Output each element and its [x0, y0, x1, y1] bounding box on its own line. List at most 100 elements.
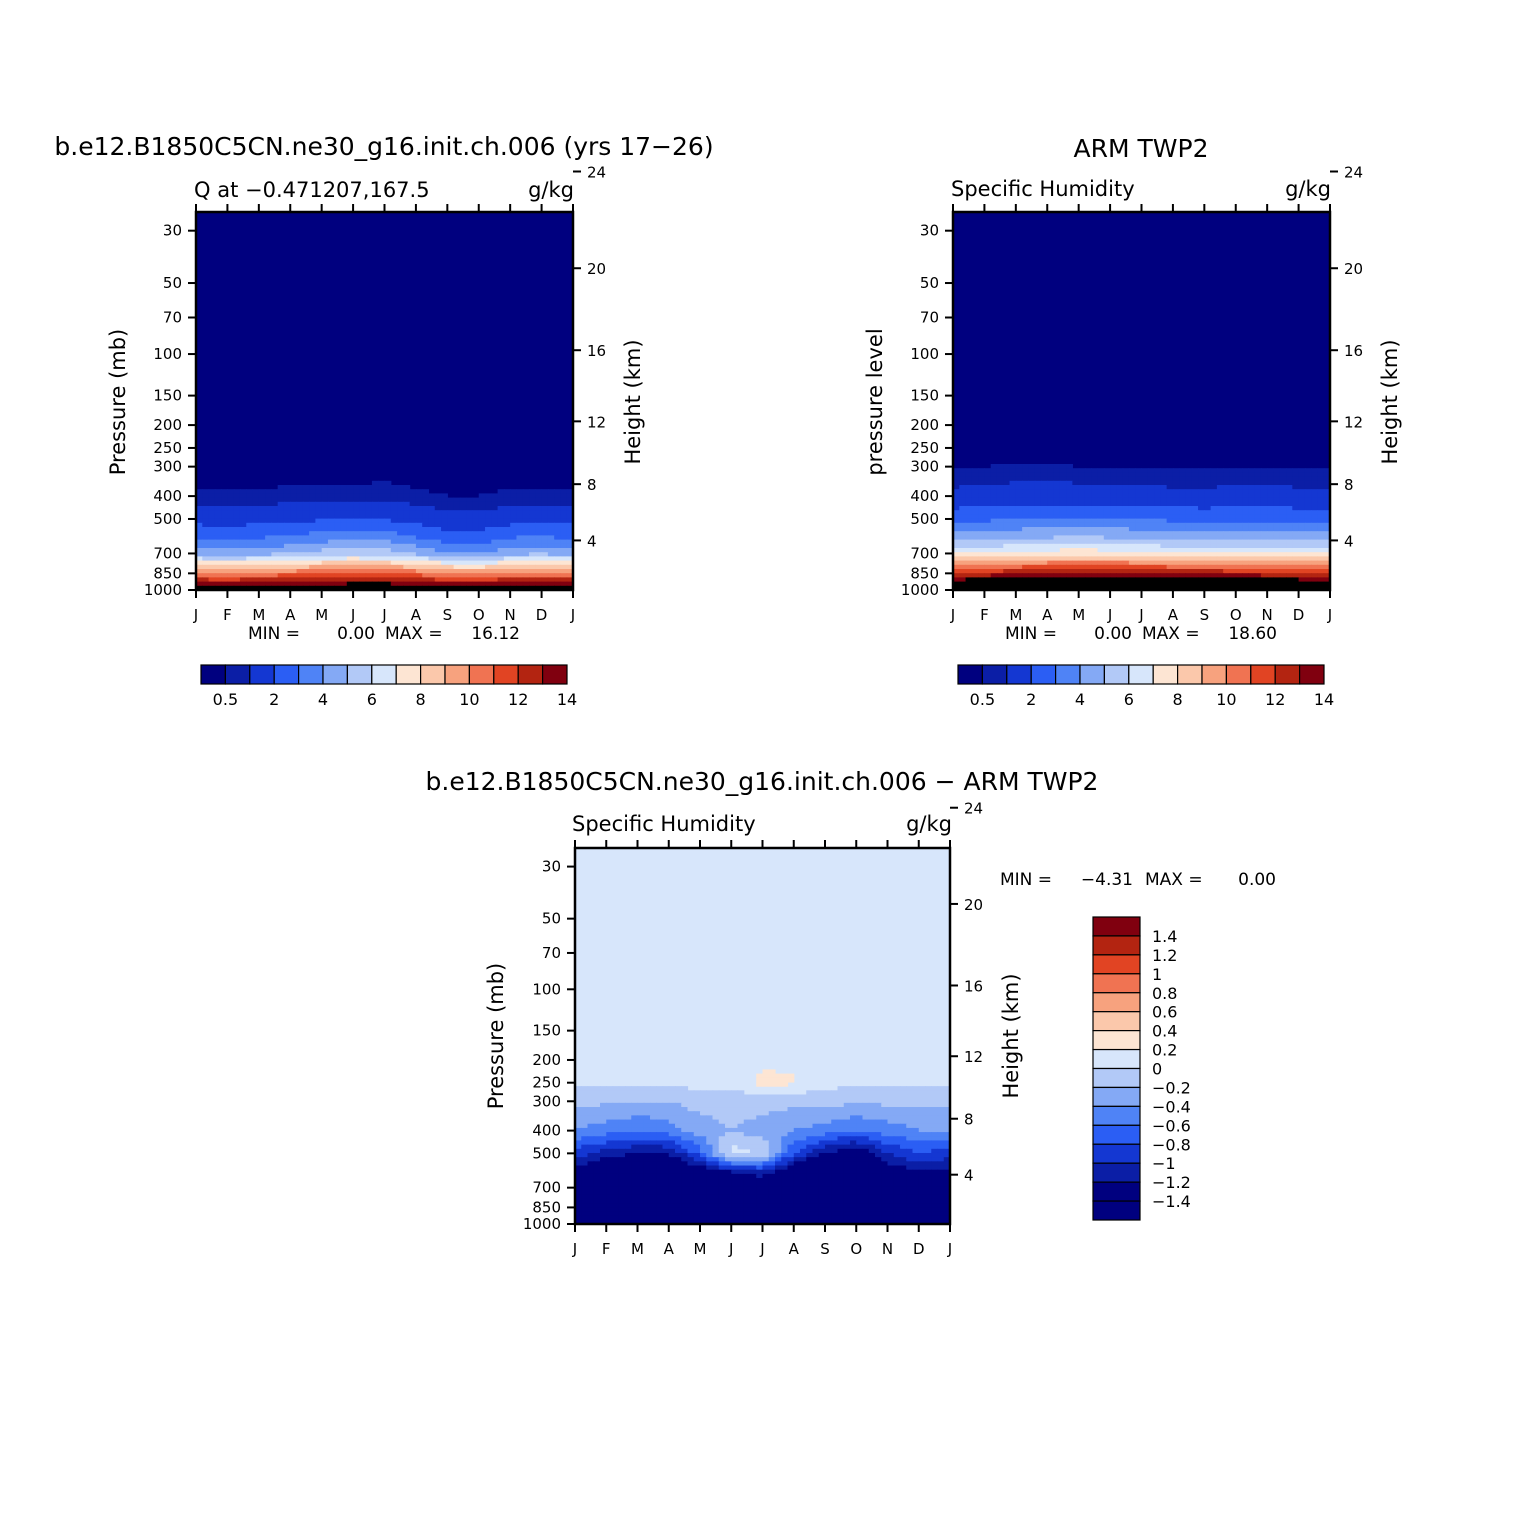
- contour-cell: [606, 1136, 614, 1142]
- contour-cell: [618, 1090, 626, 1096]
- contour-cell: [712, 1152, 720, 1158]
- contour-cell: [662, 1107, 670, 1112]
- contour-cell: [675, 1132, 682, 1137]
- contour-cell: [906, 1086, 914, 1091]
- contour-cell: [831, 1132, 839, 1137]
- contour-cell: [535, 489, 543, 494]
- contour-cell: [221, 506, 229, 511]
- contour-cell: [529, 560, 536, 566]
- contour-cell: [1084, 485, 1092, 490]
- contour-cell: [587, 1152, 595, 1158]
- contour-cell: [353, 543, 360, 549]
- contour-cell: [625, 1094, 632, 1100]
- contour-cell: [984, 531, 992, 536]
- contour-cell: [1242, 560, 1249, 566]
- contour-cell: [1166, 531, 1174, 536]
- contour-cell: [925, 1148, 932, 1154]
- contour-cell: [712, 1123, 720, 1129]
- contour-cell: [1204, 569, 1212, 574]
- contour-cell: [1084, 518, 1092, 524]
- contour-cell: [959, 539, 967, 545]
- contour-cell: [1311, 543, 1319, 549]
- contour-cell: [202, 510, 210, 515]
- contour-cell: [1260, 510, 1268, 515]
- contour-cell: [706, 1144, 714, 1150]
- contour-cell: [731, 1169, 739, 1175]
- contour-cell: [1179, 480, 1187, 486]
- contour-cell: [806, 1186, 814, 1192]
- contour-cell: [931, 1186, 939, 1192]
- contour-cell: [575, 1182, 582, 1187]
- contour-cell: [1317, 489, 1325, 494]
- contour-cell: [668, 1178, 676, 1183]
- contour-cell: [208, 514, 216, 520]
- contour-cell: [252, 518, 260, 524]
- colorbar-swatch: [493, 664, 519, 685]
- contour-cell: [731, 1152, 739, 1158]
- contour-cell: [1242, 539, 1249, 545]
- contour-cell: [510, 497, 518, 503]
- contour-cell: [1047, 501, 1055, 507]
- contour-cell: [1216, 531, 1224, 536]
- contour-cell: [1191, 480, 1199, 486]
- contour-cell: [1072, 535, 1080, 541]
- contour-cell: [403, 506, 411, 511]
- contour-cell: [1216, 560, 1224, 566]
- contour-cell: [612, 1157, 620, 1162]
- contour-cell: [296, 489, 304, 494]
- contour-cell: [1172, 468, 1180, 473]
- contour-cell: [1103, 543, 1111, 549]
- contour-cell: [637, 1194, 645, 1200]
- contour-cell: [984, 564, 992, 570]
- contour-cell: [978, 573, 986, 578]
- contour-cell: [1260, 506, 1268, 511]
- contour-cell: [547, 569, 555, 574]
- contour-cell: [675, 1190, 682, 1196]
- contour-cell: [529, 531, 536, 536]
- contour-cell: [491, 501, 499, 507]
- contour-cell: [1028, 573, 1036, 578]
- contour-cell: [1166, 539, 1174, 545]
- contour-cell: [743, 1094, 751, 1100]
- contour-cell: [575, 1090, 582, 1096]
- contour-cell: [1072, 480, 1080, 486]
- contour-cell: [1254, 539, 1262, 545]
- contour-cell: [1198, 585, 1205, 591]
- contour-cell: [650, 1157, 657, 1162]
- contour-cell: [837, 1140, 845, 1146]
- contour-cell: [1179, 527, 1187, 532]
- contour-cell: [1009, 493, 1017, 499]
- y-tick-label: 700: [153, 544, 182, 562]
- contour-cell: [428, 556, 436, 562]
- contour-cell: [1210, 510, 1218, 515]
- contour-cell: [593, 1140, 601, 1146]
- contour-cell: [581, 1119, 589, 1125]
- contour-cell: [1078, 506, 1086, 511]
- contour-cell: [277, 569, 285, 574]
- contour-cell: [793, 1182, 801, 1187]
- contour-cell: [415, 585, 423, 591]
- contour-cell: [831, 1123, 839, 1129]
- contour-cell: [1229, 510, 1237, 515]
- contour-cell: [937, 1115, 945, 1121]
- contour-cell: [1072, 501, 1080, 507]
- contour-cell: [1248, 497, 1256, 503]
- contour-cell: [1242, 468, 1249, 473]
- contour-cell: [943, 1190, 951, 1196]
- contour-cell: [693, 1119, 701, 1125]
- contour-cell: [943, 1144, 951, 1150]
- contour-cell: [893, 1161, 901, 1167]
- contour-cell: [327, 552, 335, 557]
- contour-cell: [478, 501, 486, 507]
- contour-cell: [959, 573, 967, 578]
- contour-cell: [687, 1165, 695, 1171]
- contour-cell: [265, 569, 272, 574]
- contour-cell: [428, 510, 436, 515]
- contour-cell: [309, 527, 316, 532]
- contour-cell: [656, 1086, 664, 1091]
- contour-cell: [806, 1157, 814, 1162]
- contour-cell: [265, 510, 272, 515]
- contour-cell: [1022, 560, 1029, 566]
- contour-cell: [1273, 564, 1281, 570]
- contour-cell: [875, 1165, 882, 1171]
